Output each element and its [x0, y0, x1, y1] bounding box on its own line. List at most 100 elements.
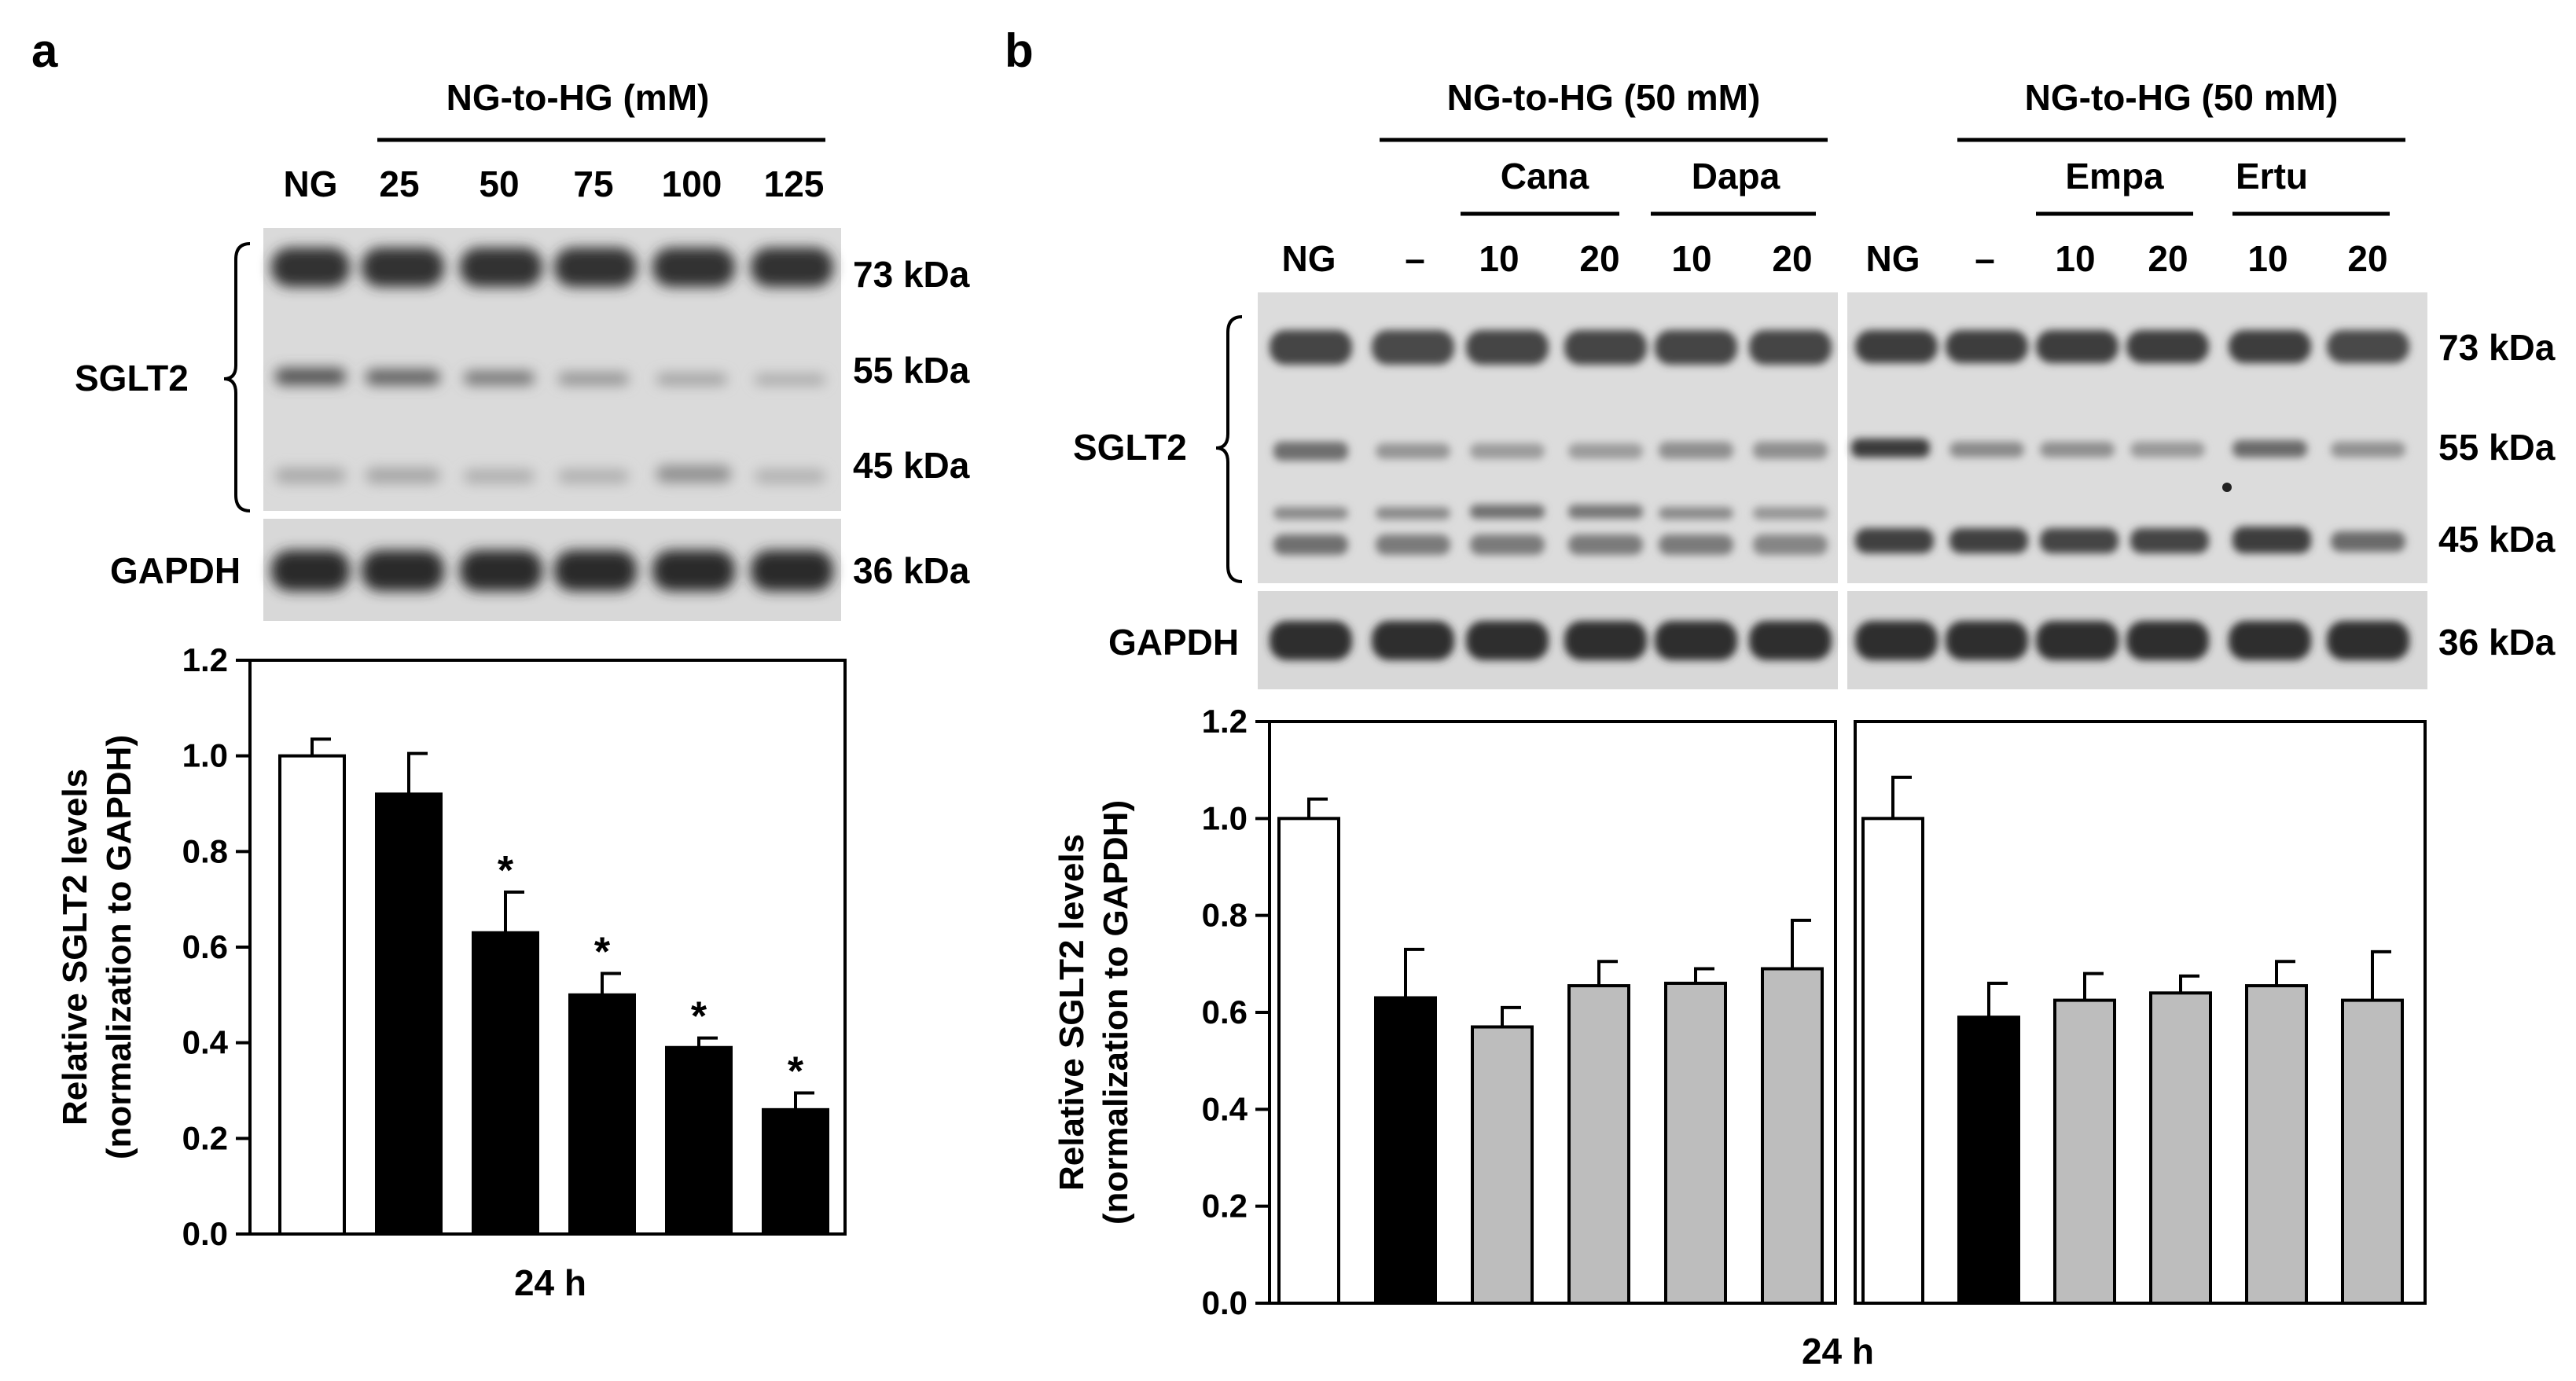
lane-label: 10 — [1479, 238, 1519, 279]
panel-b-drug-cana: Cana — [1501, 156, 1589, 196]
panel-b-bar — [2245, 984, 2308, 1306]
panel-b-right-gapdh-blot — [1847, 591, 2427, 689]
panel-b-lane-labels: NG – 10 20 10 20 NG – 10 20 10 20 — [1282, 238, 2388, 279]
panel-b-bar — [1471, 1025, 1534, 1305]
panel-b-y-label: Relative SGLT2 levels (normalization to G… — [1053, 800, 1135, 1225]
panel-b-kda-45: 45 kDa — [2438, 519, 2556, 560]
panel-a-sglt2-label: SGLT2 — [75, 358, 189, 399]
panel-b-right-sglt2-blot — [1847, 292, 2427, 583]
panel-a-bar — [665, 1045, 733, 1236]
panel-b-y-tick-label: 0.2 — [1202, 1188, 1248, 1225]
panel-b-bar — [1374, 996, 1437, 1305]
lane-label: NG — [284, 163, 338, 204]
panel-a-bar-chart: 0.0 0.2 0.4 0.6 0.8 1.0 1.2 * * * * 24 h Relative SG… — [56, 641, 847, 1303]
panel-a-bar — [278, 754, 346, 1236]
panel-b-drug-ertu: Ertu — [2236, 156, 2308, 196]
lane-label: 25 — [379, 163, 419, 204]
panel-a-significance-star: * — [788, 1049, 804, 1095]
panel-b-sglt2-label: SGLT2 — [1073, 427, 1187, 468]
panel-a-y-tick-label: 0.2 — [182, 1119, 228, 1156]
panel-b-bar — [1277, 817, 1340, 1306]
panel-a-y-tick-label: 0.8 — [182, 832, 228, 869]
panel-a-x-label: 24 h — [514, 1262, 586, 1303]
panel-b-bar — [1664, 982, 1727, 1305]
panel-b-bar — [2341, 998, 2404, 1306]
lane-label: 10 — [2247, 238, 2288, 279]
lane-label: 75 — [573, 163, 613, 204]
lane-label: 125 — [764, 163, 825, 204]
panel-a-letter: a — [31, 24, 58, 77]
panel-b-y-label-line2: (normalization to GAPDH) — [1097, 800, 1135, 1225]
panel-b-bar — [1957, 1016, 2020, 1305]
panel-b-kda-55: 55 kDa — [2438, 427, 2556, 468]
panel-b-letter: b — [1005, 24, 1034, 77]
panel-b-y-label-line1: Relative SGLT2 levels — [1053, 834, 1091, 1191]
panel-a-y-label-line1: Relative SGLT2 levels — [56, 769, 94, 1126]
panel-a-bar — [472, 931, 539, 1236]
panel-b-kda-36: 36 kDa — [2438, 622, 2556, 663]
panel-a-kda-36: 36 kDa — [853, 550, 970, 591]
panel-a-y-label: Relative SGLT2 levels (normalization to G… — [56, 735, 138, 1159]
lane-label: – — [1975, 238, 1995, 279]
panel-b-left-header: NG-to-HG (50 mM) — [1447, 77, 1761, 118]
panel-a-y-tick-label: 1.0 — [182, 737, 228, 774]
panel-b-gapdh-label: GAPDH — [1108, 622, 1239, 663]
panel-b-drug-empa: Empa — [2065, 156, 2164, 196]
panel-b-bar-chart: 0.0 0.2 0.4 0.6 0.8 1.0 1.2 24 h Relative SGLT2 … — [1053, 703, 2427, 1372]
lane-label: 20 — [1579, 238, 1619, 279]
panel-a-kda-73: 73 kDa — [853, 254, 970, 295]
panel-b: b NG-to-HG (50 mM) Cana Dapa NG-to-HG (5… — [1005, 24, 2556, 1372]
panel-a-significance-star: * — [691, 994, 707, 1040]
panel-b-left-gapdh-blot — [1258, 591, 1838, 689]
panel-a-y-tick-label: 0.0 — [182, 1215, 228, 1252]
panel-a-y-label-line2: (normalization to GAPDH) — [100, 735, 138, 1159]
lane-label: 100 — [662, 163, 722, 204]
panel-b-y-tick-label: 0.6 — [1202, 994, 1248, 1030]
panel-a-bar — [568, 993, 636, 1236]
panel-b-right-header: NG-to-HG (50 mM) — [2025, 77, 2339, 118]
panel-a: a NG-to-HG (mM) NG 25 50 75 100 125 — [31, 24, 970, 1303]
panel-b-plot-frame — [1854, 720, 2427, 1305]
lane-label: 10 — [2055, 238, 2095, 279]
lane-label: 10 — [1671, 238, 1711, 279]
panel-a-kda-55: 55 kDa — [853, 350, 970, 391]
panel-a-lane-labels: NG 25 50 75 100 125 — [284, 163, 825, 204]
panel-b-y-tick-label: 1.0 — [1202, 799, 1248, 836]
lane-label: 50 — [479, 163, 519, 204]
panel-b-y-tick-label: 1.2 — [1202, 703, 1248, 740]
panel-b-y-tick-label: 0.4 — [1202, 1090, 1248, 1127]
panel-b-y-tick-label: 0.8 — [1202, 897, 1248, 934]
lane-label: NG — [1866, 238, 1920, 279]
panel-b-y-tick-label: 0.0 — [1202, 1284, 1248, 1321]
panel-b-plot-frame — [1268, 720, 1837, 1305]
panel-b-bar — [2053, 998, 2116, 1306]
panel-b-bar — [2149, 991, 2212, 1306]
panel-b-bar — [1567, 984, 1630, 1306]
panel-b-left-sglt2-blot — [1258, 292, 1838, 583]
panel-a-bar — [375, 792, 443, 1236]
panel-a-sglt2-brace — [223, 242, 251, 512]
panel-a-blot-header: NG-to-HG (mM) — [446, 77, 710, 118]
panel-a-bar — [762, 1107, 829, 1236]
panel-a-gapdh-label: GAPDH — [110, 550, 241, 591]
panel-b-sglt2-brace — [1215, 315, 1243, 583]
panel-a-significance-star: * — [498, 848, 514, 894]
lane-label: 20 — [2347, 238, 2387, 279]
panel-a-significance-star: * — [594, 929, 611, 975]
panel-b-kda-73: 73 kDa — [2438, 327, 2556, 368]
panel-a-sglt2-blot — [263, 228, 841, 511]
lane-label: 20 — [1772, 238, 1812, 279]
panel-b-x-label: 24 h — [1802, 1331, 1874, 1372]
panel-a-gapdh-blot — [263, 519, 841, 621]
panel-a-y-tick-label: 1.2 — [182, 641, 228, 678]
panel-a-kda-45: 45 kDa — [853, 445, 970, 486]
panel-b-bar — [1861, 817, 1924, 1306]
panel-b-bar — [1761, 967, 1824, 1305]
lane-label: 20 — [2148, 238, 2188, 279]
lane-label: NG — [1282, 238, 1336, 279]
panel-a-y-tick-label: 0.4 — [182, 1024, 229, 1061]
panel-a-y-tick-label: 0.6 — [182, 928, 228, 965]
lane-label: – — [1405, 238, 1425, 279]
panel-b-drug-dapa: Dapa — [1692, 156, 1780, 196]
